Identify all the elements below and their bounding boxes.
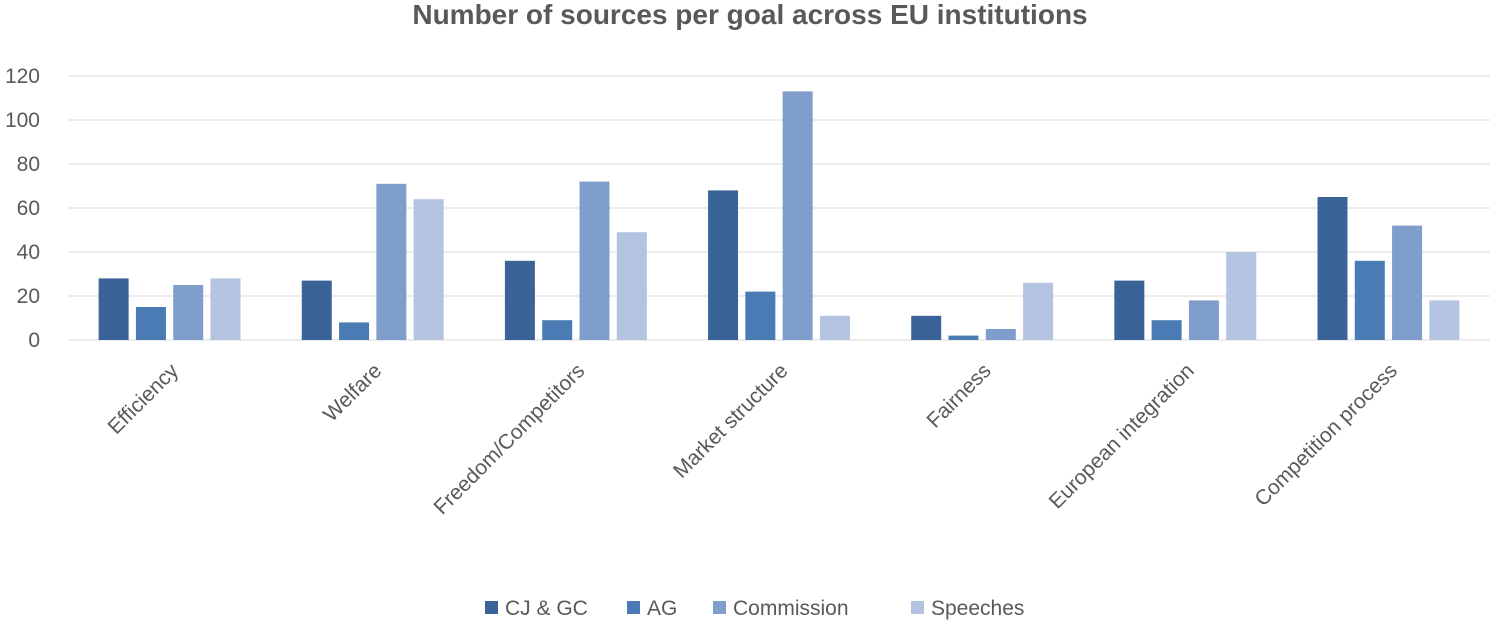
bar-speeches-3 xyxy=(616,232,647,340)
bar-commission-2 xyxy=(376,183,407,340)
x-category-label: Efficiency xyxy=(104,359,184,439)
bar-speeches-2 xyxy=(413,199,444,340)
bar-speeches-4 xyxy=(819,315,850,340)
x-category-label: European integration xyxy=(1045,359,1199,513)
bar-ag-1 xyxy=(135,307,166,340)
y-tick-label: 80 xyxy=(17,153,40,176)
x-category-label: Welfare xyxy=(319,359,386,426)
bar-ag-5 xyxy=(948,335,979,340)
x-category-label: Competition process xyxy=(1250,359,1402,511)
bar-speeches-1 xyxy=(210,278,241,340)
bar-ag-2 xyxy=(339,322,370,340)
legend-label: AG xyxy=(647,597,677,620)
bar-cj-gc-1 xyxy=(98,278,129,340)
y-tick-label: 20 xyxy=(17,285,40,308)
x-category-label: Freedom/Competitors xyxy=(430,359,590,519)
bar-speeches-5 xyxy=(1023,282,1054,340)
bar-cj-gc-3 xyxy=(504,260,535,340)
bar-ag-7 xyxy=(1354,260,1385,340)
gridlines xyxy=(68,75,1490,341)
bar-speeches-6 xyxy=(1226,252,1257,340)
bar-commission-5 xyxy=(985,329,1016,340)
legend-swatch xyxy=(911,601,924,614)
bar-ag-6 xyxy=(1151,320,1182,340)
legend-label: Speeches xyxy=(931,597,1024,620)
y-axis-ticks: 0 20 40 60 80 100 120 xyxy=(5,65,40,352)
bar-commission-3 xyxy=(579,181,610,340)
bar-commission-6 xyxy=(1188,300,1219,340)
bar-cj-gc-2 xyxy=(301,280,332,340)
bar-speeches-7 xyxy=(1429,300,1460,340)
y-tick-label: 40 xyxy=(17,241,40,264)
x-category-label: Market structure xyxy=(669,359,793,483)
bars xyxy=(98,91,1460,341)
chart-title: Number of sources per goal across EU ins… xyxy=(412,0,1087,30)
legend-swatch xyxy=(713,601,726,614)
legend: CJ & GC AG Commission Speeches xyxy=(485,597,1024,620)
bar-cj-gc-5 xyxy=(911,315,942,340)
bar-cj-gc-4 xyxy=(708,190,739,340)
bar-ag-3 xyxy=(542,320,573,340)
legend-swatch xyxy=(627,601,640,614)
y-tick-label: 0 xyxy=(28,329,40,352)
x-axis-labels: Efficiency Welfare Freedom/Competitors Mark… xyxy=(104,359,1402,519)
x-category-label: Fairness xyxy=(922,359,995,432)
legend-label: CJ & GC xyxy=(505,597,588,620)
bar-commission-4 xyxy=(782,91,813,341)
y-tick-label: 60 xyxy=(17,197,40,220)
bar-ag-4 xyxy=(745,291,776,340)
bar-cj-gc-7 xyxy=(1317,197,1348,340)
y-tick-label: 100 xyxy=(5,109,40,132)
bar-cj-gc-6 xyxy=(1114,280,1145,340)
legend-label: Commission xyxy=(733,597,849,620)
bar-commission-7 xyxy=(1392,225,1423,340)
y-tick-label: 120 xyxy=(5,65,40,88)
legend-swatch xyxy=(485,601,498,614)
bar-commission-1 xyxy=(173,285,204,340)
